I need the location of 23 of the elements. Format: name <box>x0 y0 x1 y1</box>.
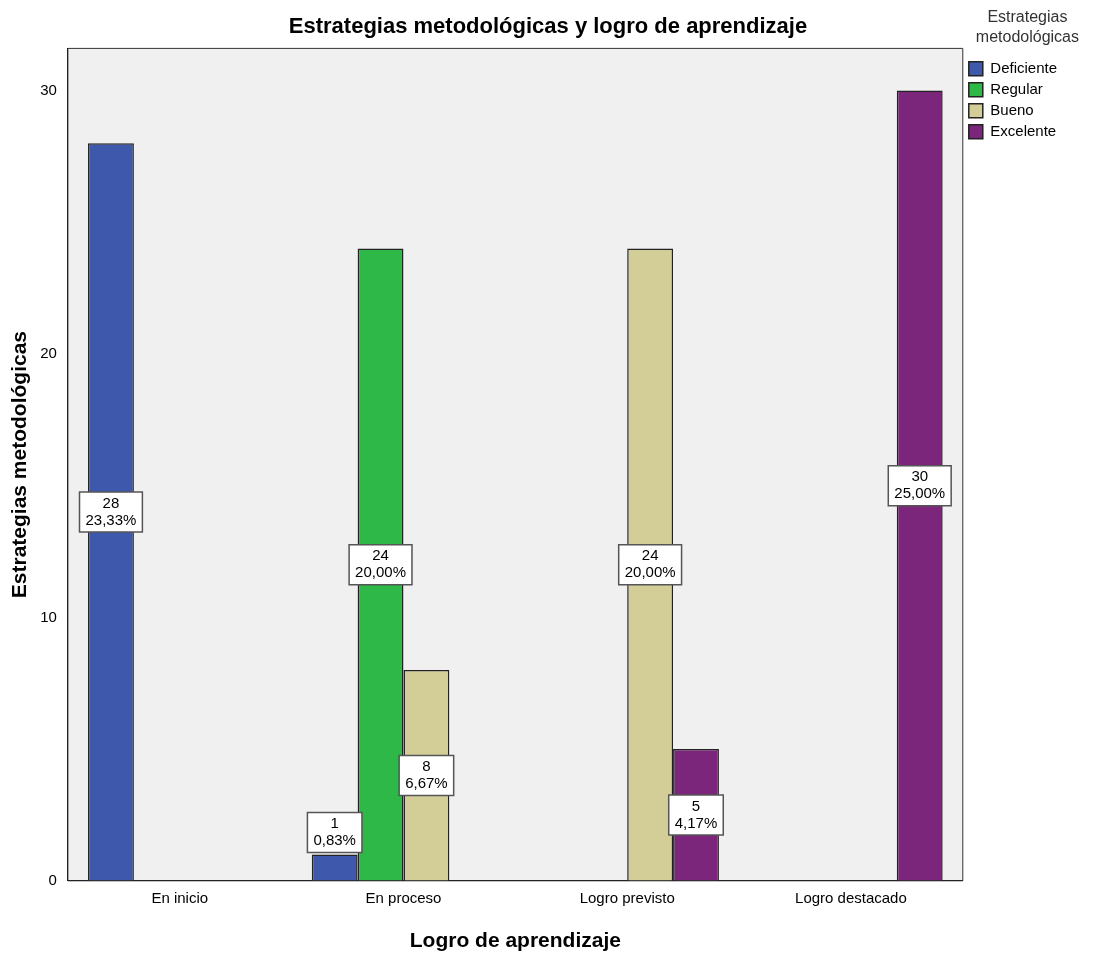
legend-label: Deficiente <box>990 58 1083 76</box>
legend-label: Excelente <box>990 121 1082 139</box>
data-label: 8 6,67% <box>405 757 448 792</box>
x-tick-label: En inicio <box>151 888 209 906</box>
y-tick-label: 30 <box>40 80 57 98</box>
x-tick-label: Logro destacado <box>795 888 907 906</box>
x-tick-label: Logro previsto <box>579 888 675 906</box>
data-label: 5 4,17% <box>674 796 718 831</box>
y-tick-label: 0 <box>48 870 57 888</box>
chart-title: Estrategias metodológicas y logro de aprendizaje <box>288 13 808 39</box>
x-tick-label: En proceso <box>365 888 442 906</box>
y-tick-label: 10 <box>40 607 57 625</box>
legend-label: Bueno <box>990 100 1059 118</box>
data-label: 28 23,33% <box>85 493 137 528</box>
data-label: 24 20,00% <box>355 546 406 581</box>
x-axis-title: Logro de aprendizaje <box>409 928 621 952</box>
legend-title: Estrategias metodológicas <box>975 8 1079 45</box>
y-tick-label: 20 <box>40 344 57 362</box>
data-label: 24 20,00% <box>624 546 676 581</box>
data-label: 1 0,83% <box>313 814 356 849</box>
data-label: 30 25,00% <box>894 467 946 502</box>
legend-label: Regular <box>990 79 1068 97</box>
y-axis-title: Estrategias metodológicas <box>7 330 31 599</box>
